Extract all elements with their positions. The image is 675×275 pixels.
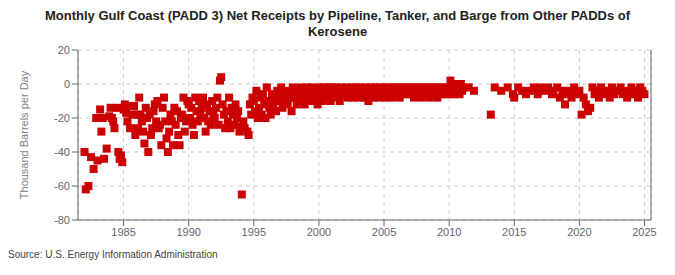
svg-text:-40: -40: [54, 146, 70, 158]
svg-text:2000: 2000: [307, 226, 331, 238]
svg-text:1995: 1995: [242, 226, 266, 238]
html-text:Source: U.S. Energy Informatio: Source: U.S. Energy Information Administ…: [8, 249, 218, 260]
html-text:Kerosene: Kerosene: [307, 24, 368, 39]
svg-text:2020: 2020: [567, 226, 591, 238]
svg-text:1990: 1990: [176, 226, 200, 238]
svg-text:Thousand Barrels per Day: Thousand Barrels per Day: [18, 70, 30, 199]
svg-text:2015: 2015: [502, 226, 526, 238]
svg-text:0: 0: [64, 78, 70, 90]
svg-text:2005: 2005: [372, 226, 396, 238]
svg-text:1985: 1985: [111, 226, 135, 238]
html-text:Monthly Gulf Coast (PADD 3) Ne: Monthly Gulf Coast (PADD 3) Net Receipts…: [45, 8, 630, 23]
svg-text:20: 20: [58, 44, 70, 56]
svg-text:2010: 2010: [437, 226, 461, 238]
svg-text:-20: -20: [54, 112, 70, 124]
svg-text:-60: -60: [54, 180, 70, 192]
svg-text:-80: -80: [54, 214, 70, 226]
svg-text:2025: 2025: [632, 226, 656, 238]
